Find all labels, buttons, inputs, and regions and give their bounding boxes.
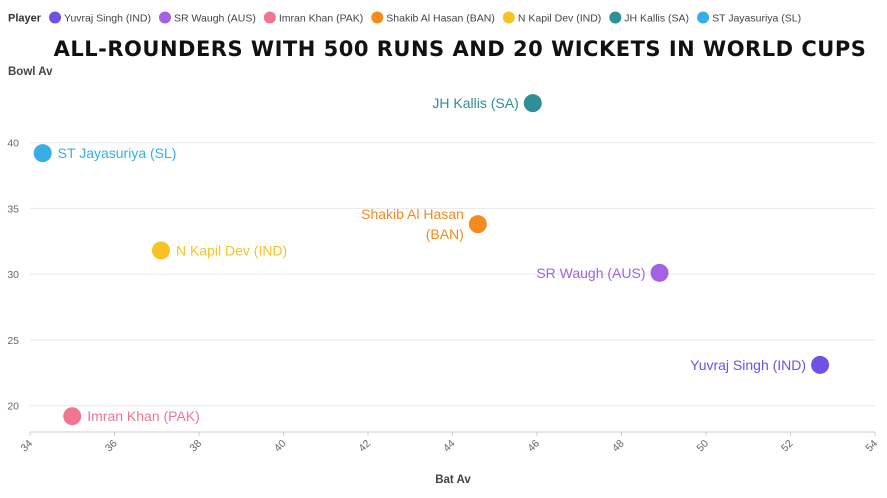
- legend-marker: [371, 11, 384, 24]
- point-label: N Kapil Dev (IND): [176, 242, 287, 258]
- legend-marker: [158, 11, 171, 24]
- data-point: [468, 215, 487, 234]
- x-tick-label: 36: [103, 438, 120, 455]
- data-point: [650, 263, 669, 282]
- y-tick-label: 40: [7, 138, 19, 150]
- legend-marker: [697, 11, 710, 24]
- point-label: SR Waugh (AUS): [536, 265, 645, 281]
- data-point: [811, 355, 830, 374]
- data-point: [523, 94, 542, 113]
- legend-item: N Kapil Dev (IND): [518, 13, 601, 25]
- grid: [30, 142, 875, 407]
- legend-marker: [502, 11, 515, 24]
- legend-marker: [49, 11, 62, 24]
- x-tick-label: 54: [863, 438, 880, 455]
- data-point: [63, 407, 82, 426]
- chart-title: ALL-ROUNDERS WITH 500 RUNS AND 20 WICKET…: [54, 37, 867, 61]
- x-tick-label: 48: [610, 438, 627, 455]
- legend-marker: [609, 11, 622, 24]
- axes: 20 25 30 35 40 34 36 38 40 42 44 46 48 50 52 54: [7, 138, 880, 455]
- point-label: Yuvraj Singh (IND): [690, 357, 806, 373]
- legend-item: Shakib Al Hasan (BAN): [386, 13, 495, 25]
- point-labels: Yuvraj Singh (IND) SR Waugh (AUS) Imran Kh…: [58, 95, 806, 424]
- y-axis-title: Bowl Av: [8, 66, 53, 78]
- y-tick-label: 20: [7, 401, 19, 413]
- legend: Player Yuvraj Singh (IND) SR Waugh (AUS) I…: [8, 11, 801, 25]
- legend-item: ST Jayasuriya (SL): [712, 13, 801, 25]
- x-tick-label: 52: [779, 438, 796, 455]
- data-points: [33, 94, 830, 426]
- x-tick-label: 40: [272, 438, 289, 455]
- legend-marker: [263, 11, 276, 24]
- point-label: (BAN): [426, 226, 464, 242]
- point-label: Imran Khan (PAK): [87, 408, 200, 424]
- point-label: JH Kallis (SA): [432, 95, 518, 111]
- point-label: Shakib Al Hasan: [361, 206, 464, 222]
- data-point: [151, 241, 170, 260]
- x-tick-label: 46: [525, 438, 542, 455]
- data-point: [33, 144, 52, 163]
- point-label: ST Jayasuriya (SL): [58, 145, 177, 161]
- y-tick-label: 35: [7, 203, 19, 215]
- y-tick-label: 30: [7, 269, 19, 281]
- legend-item: Yuvraj Singh (IND): [64, 13, 151, 25]
- legend-item: JH Kallis (SA): [624, 13, 689, 25]
- y-tick-label: 25: [7, 335, 19, 347]
- legend-item: Imran Khan (PAK): [279, 13, 363, 25]
- legend-item: SR Waugh (AUS): [174, 13, 256, 25]
- x-tick-label: 42: [356, 438, 373, 455]
- x-tick-label: 34: [18, 438, 35, 455]
- x-tick-label: 50: [694, 438, 711, 455]
- x-tick-label: 38: [187, 438, 204, 455]
- x-tick-label: 44: [441, 438, 458, 455]
- legend-title: Player: [8, 13, 42, 25]
- x-axis-title: Bat Av: [435, 474, 471, 486]
